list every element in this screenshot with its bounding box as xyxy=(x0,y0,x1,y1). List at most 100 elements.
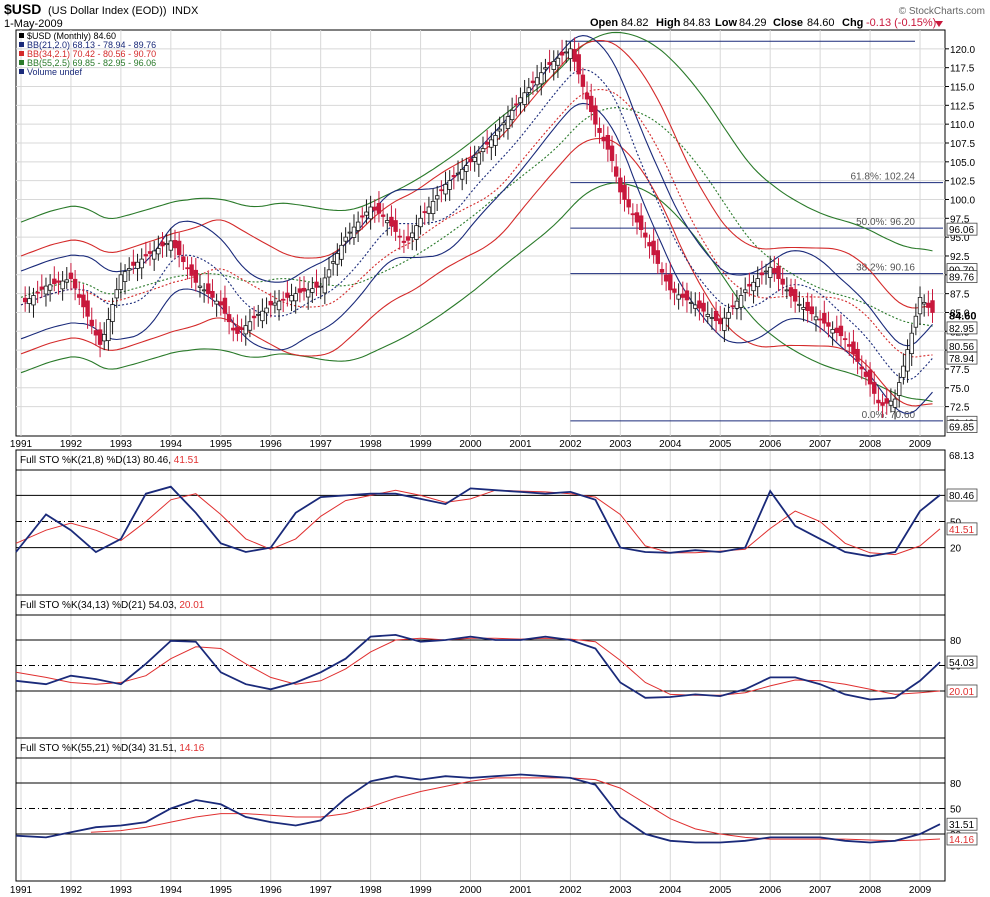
candle-body xyxy=(522,92,527,105)
candle-body xyxy=(484,141,490,145)
x-tick-label: 2007 xyxy=(809,439,832,450)
last-value-box xyxy=(946,270,978,284)
candle-body xyxy=(393,220,398,232)
candle-body xyxy=(193,269,199,283)
candle-body xyxy=(738,295,744,308)
price-tick-label: 77.5 xyxy=(950,365,970,376)
sto-value-tag: 80.46 xyxy=(949,491,974,502)
candle-body xyxy=(859,366,864,370)
price-tick-label: 117.5 xyxy=(950,64,975,75)
sto-panel-3: 205080Full STO %K(55,21) %D(34) 31.51, 1… xyxy=(15,737,978,882)
sto-level-label: 80 xyxy=(950,636,962,647)
candle-body xyxy=(426,206,432,214)
candle-body xyxy=(776,265,781,279)
candle-body xyxy=(888,400,894,406)
candle-body xyxy=(414,225,419,240)
candle-body xyxy=(172,240,178,249)
candle-body xyxy=(855,348,860,362)
x-tick-label: 2008 xyxy=(859,439,882,450)
candle-body xyxy=(285,292,290,298)
price-series xyxy=(20,31,935,420)
price-tick-label: 120.0 xyxy=(950,45,975,56)
bb55-upper xyxy=(20,31,933,252)
candle-body xyxy=(630,213,636,216)
candle-body xyxy=(239,327,244,330)
candle-body xyxy=(651,240,656,256)
x-tick-label: 2001 xyxy=(509,439,532,450)
candle-body xyxy=(343,236,348,242)
candle-body xyxy=(913,315,919,328)
candle-body xyxy=(122,271,128,282)
candle-body xyxy=(817,318,823,321)
price-panel-frame xyxy=(15,29,946,437)
candle-body xyxy=(842,338,848,341)
price-tick-label: 105.0 xyxy=(950,158,975,169)
candle-body xyxy=(430,200,436,215)
chart-description: (US Dollar Index (EOD)) xyxy=(48,5,167,17)
candle-body xyxy=(788,287,794,296)
candle-body xyxy=(901,365,906,378)
candle-body xyxy=(222,297,228,314)
sto-title-text: Full STO %K(34,13) %D(21) 54.03, xyxy=(20,600,179,611)
x-axis-bottom: 1991 1992 1993 1994 1995 1996 1997 1998 1999 2000… xyxy=(10,885,932,896)
candle-body xyxy=(464,165,469,172)
candle-body xyxy=(318,285,323,288)
legend-swatch xyxy=(19,42,24,47)
candle-body xyxy=(763,270,769,273)
candle-body xyxy=(176,240,182,256)
candle-body xyxy=(772,268,777,274)
candle-body xyxy=(376,203,382,214)
candle-body xyxy=(905,349,910,372)
bb21-upper xyxy=(20,35,933,347)
candle-body xyxy=(435,195,440,200)
last-value-tag: 78.94 xyxy=(949,354,974,365)
candle-body xyxy=(626,199,631,208)
price-tick-label: 100.0 xyxy=(950,195,975,206)
candle-body xyxy=(701,302,706,312)
candle-body xyxy=(530,80,536,84)
sto-panel-title: Full STO %K(34,13) %D(21) 54.03, 20.01 xyxy=(20,600,205,611)
candle-body xyxy=(439,189,444,192)
candle-body xyxy=(747,283,752,287)
sto-value-tag: 14.16 xyxy=(949,835,974,846)
last-price-tag: 84.60 xyxy=(949,310,977,322)
candle-body xyxy=(231,327,236,331)
x-tick-label: 2002 xyxy=(559,885,582,896)
candle-body xyxy=(551,60,556,70)
candle-body xyxy=(305,289,311,298)
candle-body xyxy=(68,272,74,279)
candle-body xyxy=(572,49,577,62)
low-value: 84.29 xyxy=(739,17,767,29)
candle-body xyxy=(131,261,136,266)
price-tick-label: 92.5 xyxy=(950,252,970,263)
candle-body xyxy=(718,318,723,325)
x-tick-label: 1996 xyxy=(260,885,283,896)
candle-body xyxy=(77,294,82,298)
x-tick-label: 2003 xyxy=(609,885,632,896)
sto-level-label: 80 xyxy=(950,779,962,790)
candle-body xyxy=(410,232,415,238)
candle-body xyxy=(52,278,57,284)
candle-body xyxy=(634,212,640,223)
candle-body xyxy=(27,298,32,304)
candle-body xyxy=(909,332,914,355)
candle-body xyxy=(151,250,157,260)
x-tick-label: 1994 xyxy=(160,439,183,450)
candle-body xyxy=(459,168,465,180)
candle-body xyxy=(380,214,386,217)
candle-body xyxy=(235,326,240,334)
sto-k-line xyxy=(15,633,941,701)
x-tick-label: 2000 xyxy=(459,439,482,450)
candle-body xyxy=(97,329,103,345)
x-tick-label: 1992 xyxy=(60,439,83,450)
close-label: Close xyxy=(773,17,803,29)
candle-body xyxy=(72,278,78,289)
sto-title-d-value: 14.16 xyxy=(179,743,204,754)
candle-body xyxy=(147,251,153,254)
x-tick-label: 2001 xyxy=(509,885,532,896)
candle-body xyxy=(613,166,619,177)
candle-body xyxy=(539,72,544,85)
sto-panel-1-frame xyxy=(15,449,946,596)
candle-body xyxy=(339,244,344,260)
